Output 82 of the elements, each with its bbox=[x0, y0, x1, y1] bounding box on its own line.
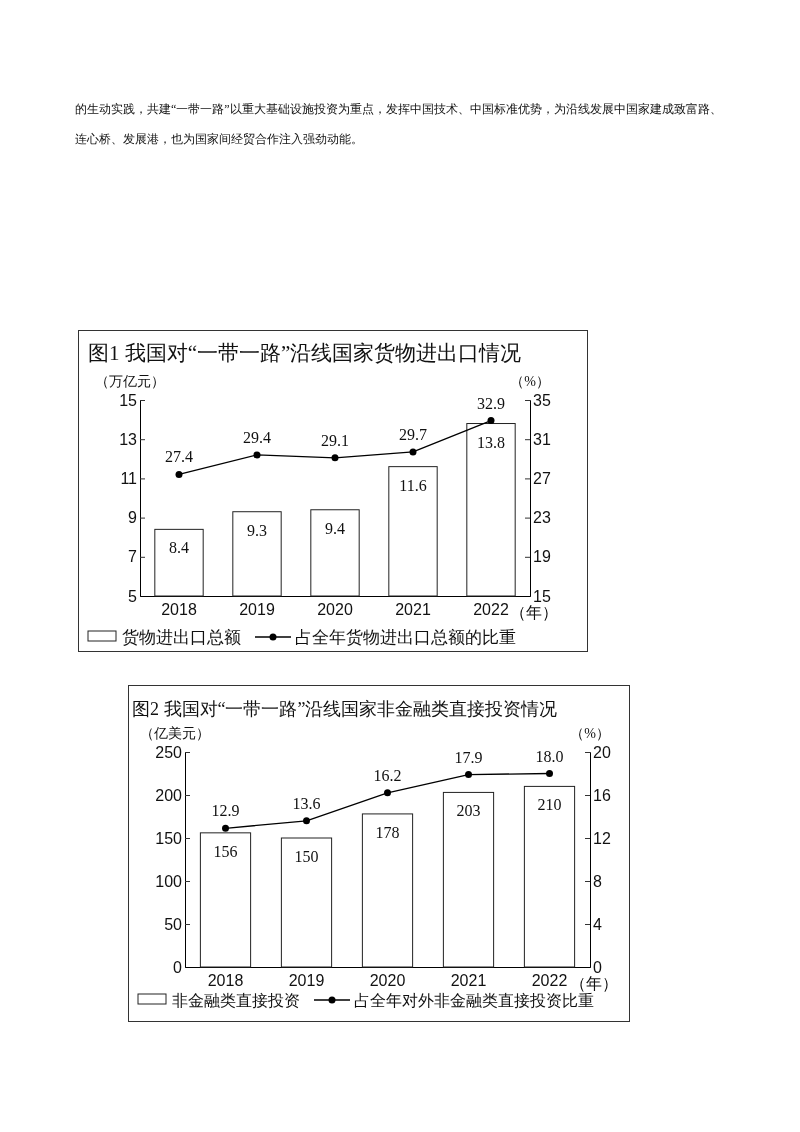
data-label: 13.8 bbox=[477, 433, 505, 451]
data-label: 156 bbox=[213, 842, 238, 860]
bar bbox=[199, 832, 252, 968]
data-label: 210 bbox=[537, 796, 562, 814]
legend-label: 货物进出口总额 bbox=[122, 628, 241, 647]
y2-tick-label: 20 bbox=[593, 743, 611, 761]
data-label: 203 bbox=[456, 802, 481, 820]
data-label: 16.2 bbox=[373, 766, 402, 784]
y2-tick-label: 8 bbox=[593, 872, 602, 890]
y-tick-label: 13 bbox=[119, 430, 138, 448]
y-tick-label: 150 bbox=[155, 829, 183, 847]
bar bbox=[523, 785, 576, 968]
y-tick-label: 200 bbox=[155, 786, 183, 804]
bar bbox=[442, 791, 495, 968]
x-axis-title: （年） bbox=[510, 604, 558, 621]
y2-axis-title: （%） bbox=[570, 726, 610, 741]
data-label: 11.6 bbox=[399, 476, 427, 494]
bar bbox=[280, 837, 333, 968]
y2-tick-label: 12 bbox=[593, 829, 611, 847]
x-tick-label: 2019 bbox=[239, 601, 275, 619]
legend-label: 非金融类直接投资 bbox=[172, 992, 300, 1009]
bar bbox=[361, 813, 414, 968]
point bbox=[487, 417, 495, 425]
y-tick-label: 0 bbox=[173, 958, 183, 976]
chart-title: 图2 我国对“一带一路”沿线国家非金融类直接投资情况 bbox=[132, 699, 558, 719]
point bbox=[409, 448, 417, 456]
data-label: 13.6 bbox=[292, 794, 321, 812]
data-label: 18.0 bbox=[535, 747, 564, 765]
point bbox=[175, 470, 183, 478]
point bbox=[546, 770, 553, 777]
y-tick-label: 50 bbox=[164, 915, 183, 933]
y2-tick-label: 4 bbox=[593, 915, 602, 933]
data-label: 9.4 bbox=[325, 519, 345, 537]
point bbox=[384, 789, 391, 797]
y2-axis-title: （%） bbox=[510, 374, 550, 389]
data-label: 29.7 bbox=[399, 425, 427, 443]
x-tick-label: 2018 bbox=[161, 601, 197, 619]
point bbox=[465, 771, 472, 779]
x-tick-label: 2020 bbox=[317, 601, 353, 619]
legend-label: 占全年对外非金融类直接投资比重 bbox=[354, 992, 594, 1009]
data-label: 178 bbox=[375, 823, 400, 841]
y2-tick-label: 19 bbox=[533, 548, 551, 566]
y-axis-title: （万亿元） bbox=[95, 374, 165, 389]
point bbox=[303, 817, 310, 825]
data-label: 12.9 bbox=[211, 802, 240, 820]
x-tick-label: 2022 bbox=[531, 972, 568, 990]
x-tick-label: 2019 bbox=[288, 972, 325, 990]
y-tick-label: 7 bbox=[128, 548, 138, 566]
x-tick-label: 2022 bbox=[473, 601, 509, 619]
text: 的生动实践，共建“一带一路”以重大基础设施投资为重点，发挥中国技术、中国标准优势，为沿线发展中国家建成致富路、连心桥、发展港，也为国家间经贸合作注入强劲动能。 bbox=[75, 102, 722, 146]
y2-tick-label: 35 bbox=[533, 391, 551, 409]
point bbox=[253, 451, 261, 459]
y2-tick-label: 16 bbox=[593, 786, 611, 804]
y-tick-label: 250 bbox=[155, 743, 183, 761]
data-label: 29.4 bbox=[243, 428, 271, 446]
y2-tick-label: 15 bbox=[533, 587, 551, 605]
data-label: 150 bbox=[294, 848, 319, 865]
data-label: 17.9 bbox=[454, 748, 483, 766]
x-tick-label: 2020 bbox=[369, 972, 406, 990]
x-axis-title: （年） bbox=[570, 975, 618, 992]
y-axis-title: （亿美元） bbox=[140, 726, 210, 741]
y-tick-label: 9 bbox=[128, 509, 138, 527]
y2-tick-label: 0 bbox=[593, 958, 602, 976]
data-label: 9.3 bbox=[247, 521, 267, 539]
x-tick-label: 2021 bbox=[450, 972, 487, 990]
chart-title: 图1 我国对“一带一路”沿线国家货物进出口情况 bbox=[88, 341, 522, 365]
y2-tick-label: 31 bbox=[533, 430, 551, 448]
y-tick-label: 11 bbox=[120, 470, 138, 488]
y-tick-label: 5 bbox=[128, 587, 138, 605]
x-tick-label: 2018 bbox=[207, 972, 244, 990]
legend-label: 占全年货物进出口总额的比重 bbox=[295, 628, 516, 647]
y-tick-label: 15 bbox=[119, 391, 138, 409]
point bbox=[222, 824, 229, 832]
data-label: 29.1 bbox=[321, 431, 349, 449]
data-label: 27.4 bbox=[165, 448, 193, 466]
y-tick-label: 100 bbox=[155, 872, 183, 890]
x-tick-label: 2021 bbox=[395, 601, 431, 619]
point bbox=[331, 454, 339, 462]
y2-tick-label: 23 bbox=[533, 509, 551, 527]
data-label: 32.9 bbox=[477, 394, 505, 412]
y2-tick-label: 27 bbox=[533, 470, 551, 488]
data-label: 8.4 bbox=[169, 539, 189, 557]
